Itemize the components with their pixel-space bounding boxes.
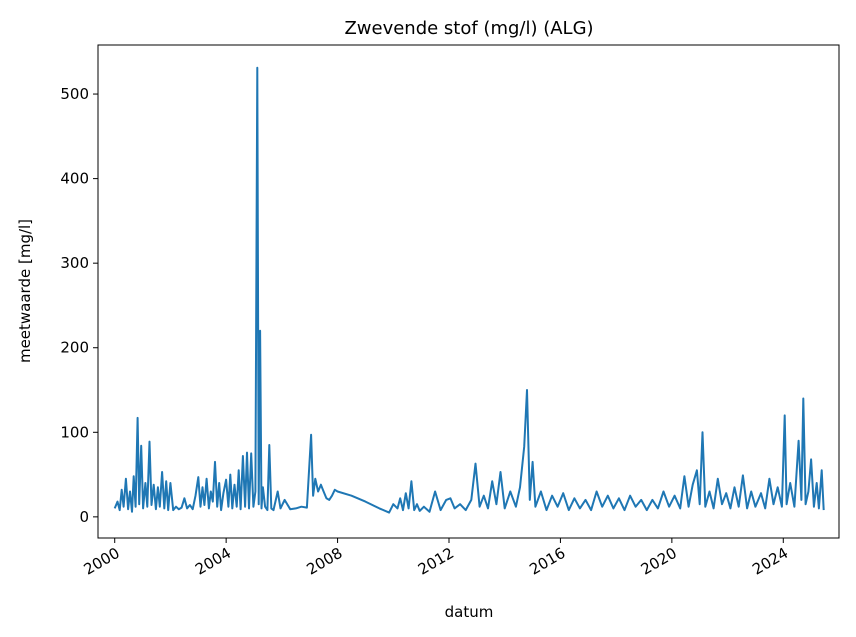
y-tick-label: 200	[60, 339, 89, 357]
series-line	[113, 66, 825, 514]
y-tick-label: 300	[60, 254, 89, 272]
y-tick-label: 100	[60, 423, 89, 441]
y-tick-label: 0	[79, 508, 89, 526]
axes-frame	[97, 44, 840, 539]
y-tick-label: 400	[60, 170, 89, 188]
chart-title: Zwevende stof (mg/l) (ALG)	[344, 18, 593, 39]
y-axis: 0 100 200 300 400 500	[60, 85, 98, 526]
plot-area	[113, 66, 825, 514]
y-axis-label: meetwaarde [mg/l]	[16, 219, 34, 363]
y-tick-label: 500	[60, 85, 89, 103]
x-axis-label: datum	[445, 603, 494, 621]
